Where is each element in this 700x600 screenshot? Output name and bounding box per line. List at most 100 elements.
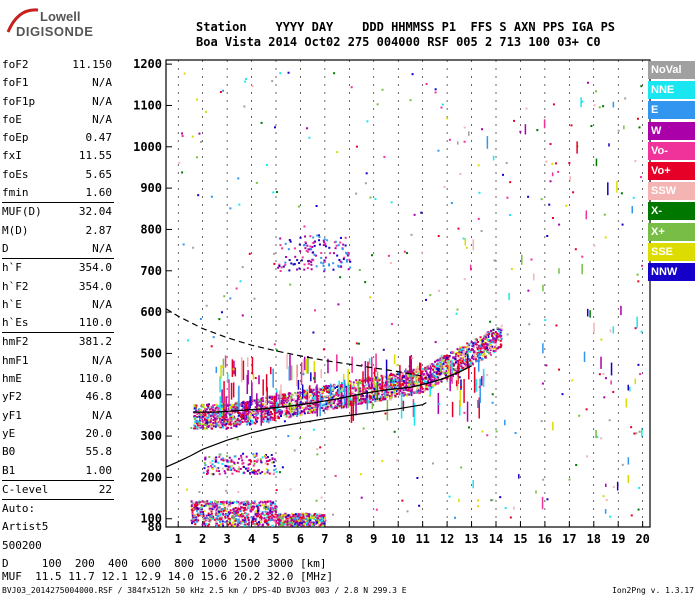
echo-point bbox=[633, 432, 636, 435]
echo-point bbox=[332, 407, 335, 410]
echo-point bbox=[470, 344, 473, 347]
echo-point bbox=[320, 369, 322, 379]
echo-point bbox=[306, 397, 309, 400]
echo-point bbox=[251, 522, 254, 525]
echo-point bbox=[470, 360, 473, 363]
echo-point bbox=[194, 523, 197, 526]
echo-point bbox=[401, 499, 404, 502]
echo-point bbox=[316, 234, 319, 237]
echo-point bbox=[318, 236, 321, 239]
echo-point bbox=[247, 467, 250, 470]
echo-point bbox=[480, 341, 483, 344]
echo-point bbox=[237, 521, 240, 524]
echo-point bbox=[382, 396, 385, 399]
echo-point bbox=[234, 515, 237, 518]
echo-point bbox=[354, 396, 357, 399]
echo-point bbox=[212, 515, 215, 518]
echo-point bbox=[207, 465, 210, 468]
echo-point bbox=[295, 524, 298, 527]
echo-point bbox=[308, 411, 311, 414]
echo-point bbox=[210, 407, 213, 410]
echo-point bbox=[348, 258, 351, 261]
echo-point bbox=[315, 265, 318, 268]
echo-point bbox=[237, 420, 240, 423]
echo-point bbox=[294, 513, 297, 516]
echo-point bbox=[336, 388, 339, 391]
echo-point bbox=[302, 410, 305, 413]
echo-point bbox=[437, 149, 440, 152]
echo-point bbox=[456, 348, 459, 351]
echo-point bbox=[202, 521, 205, 524]
echo-point bbox=[339, 276, 342, 279]
echo-point bbox=[459, 172, 462, 175]
echo-point bbox=[337, 398, 340, 401]
echo-point bbox=[257, 504, 260, 507]
echo-point bbox=[344, 401, 347, 404]
echo-point bbox=[548, 203, 551, 206]
echo-point bbox=[486, 348, 489, 351]
echo-point bbox=[242, 503, 245, 506]
echo-point bbox=[578, 414, 581, 417]
echo-point bbox=[290, 403, 293, 406]
echo-point bbox=[551, 216, 554, 219]
echo-point bbox=[197, 422, 200, 425]
echo-point bbox=[195, 501, 198, 504]
echo-point bbox=[202, 410, 205, 413]
echo-point bbox=[447, 359, 450, 362]
echo-point bbox=[320, 252, 323, 255]
echo-point bbox=[211, 459, 214, 462]
echo-point bbox=[394, 380, 397, 383]
echo-point bbox=[236, 520, 239, 523]
echo-point bbox=[222, 510, 225, 513]
echo-point bbox=[312, 236, 315, 239]
x-tick-label: 9 bbox=[370, 532, 377, 546]
echo-point bbox=[429, 363, 432, 366]
echo-point bbox=[219, 91, 222, 94]
echo-point bbox=[301, 406, 304, 409]
echo-point bbox=[250, 460, 253, 463]
echo-point bbox=[603, 213, 606, 216]
echo-point bbox=[612, 486, 615, 489]
echo-point bbox=[256, 505, 259, 508]
echo-point bbox=[314, 309, 317, 312]
echo-point bbox=[198, 407, 201, 410]
echo-point bbox=[457, 227, 460, 230]
echo-point bbox=[545, 364, 548, 367]
echo-point bbox=[258, 404, 261, 407]
echo-point bbox=[350, 86, 353, 89]
param-value: 55.8 bbox=[85, 445, 113, 459]
echo-point bbox=[350, 394, 353, 397]
echo-point bbox=[229, 509, 232, 512]
echo-point bbox=[473, 367, 476, 393]
muf-distance-row: D 100 200 400 600 800 1000 1500 3000 [km… bbox=[2, 557, 327, 570]
echo-point bbox=[310, 263, 313, 266]
echo-point bbox=[492, 331, 495, 334]
echo-point bbox=[229, 297, 232, 300]
echo-point bbox=[283, 414, 286, 417]
echo-point bbox=[261, 512, 264, 515]
echo-point bbox=[259, 504, 262, 507]
echo-point bbox=[233, 360, 235, 375]
echo-point bbox=[340, 384, 343, 387]
echo-point bbox=[258, 400, 261, 403]
echo-point bbox=[323, 268, 326, 271]
echo-point bbox=[293, 398, 296, 401]
echo-point bbox=[193, 521, 196, 524]
echo-point bbox=[300, 392, 303, 395]
echo-point bbox=[230, 409, 233, 412]
muf-frequency-row: MUF 11.5 11.7 12.1 12.9 14.0 15.6 20.2 3… bbox=[2, 570, 334, 583]
echo-point bbox=[408, 387, 411, 390]
echo-point bbox=[518, 474, 520, 479]
echo-point bbox=[306, 404, 309, 407]
echo-point bbox=[541, 496, 544, 510]
echo-point bbox=[257, 409, 260, 412]
echo-point bbox=[204, 414, 207, 417]
echo-point bbox=[472, 342, 475, 345]
echo-point bbox=[218, 407, 221, 410]
echo-point bbox=[412, 372, 415, 375]
echo-point bbox=[320, 395, 323, 398]
echo-point bbox=[341, 384, 344, 387]
param-value: 354.0 bbox=[78, 279, 112, 293]
echo-point bbox=[373, 388, 376, 391]
echo-point bbox=[211, 463, 214, 466]
